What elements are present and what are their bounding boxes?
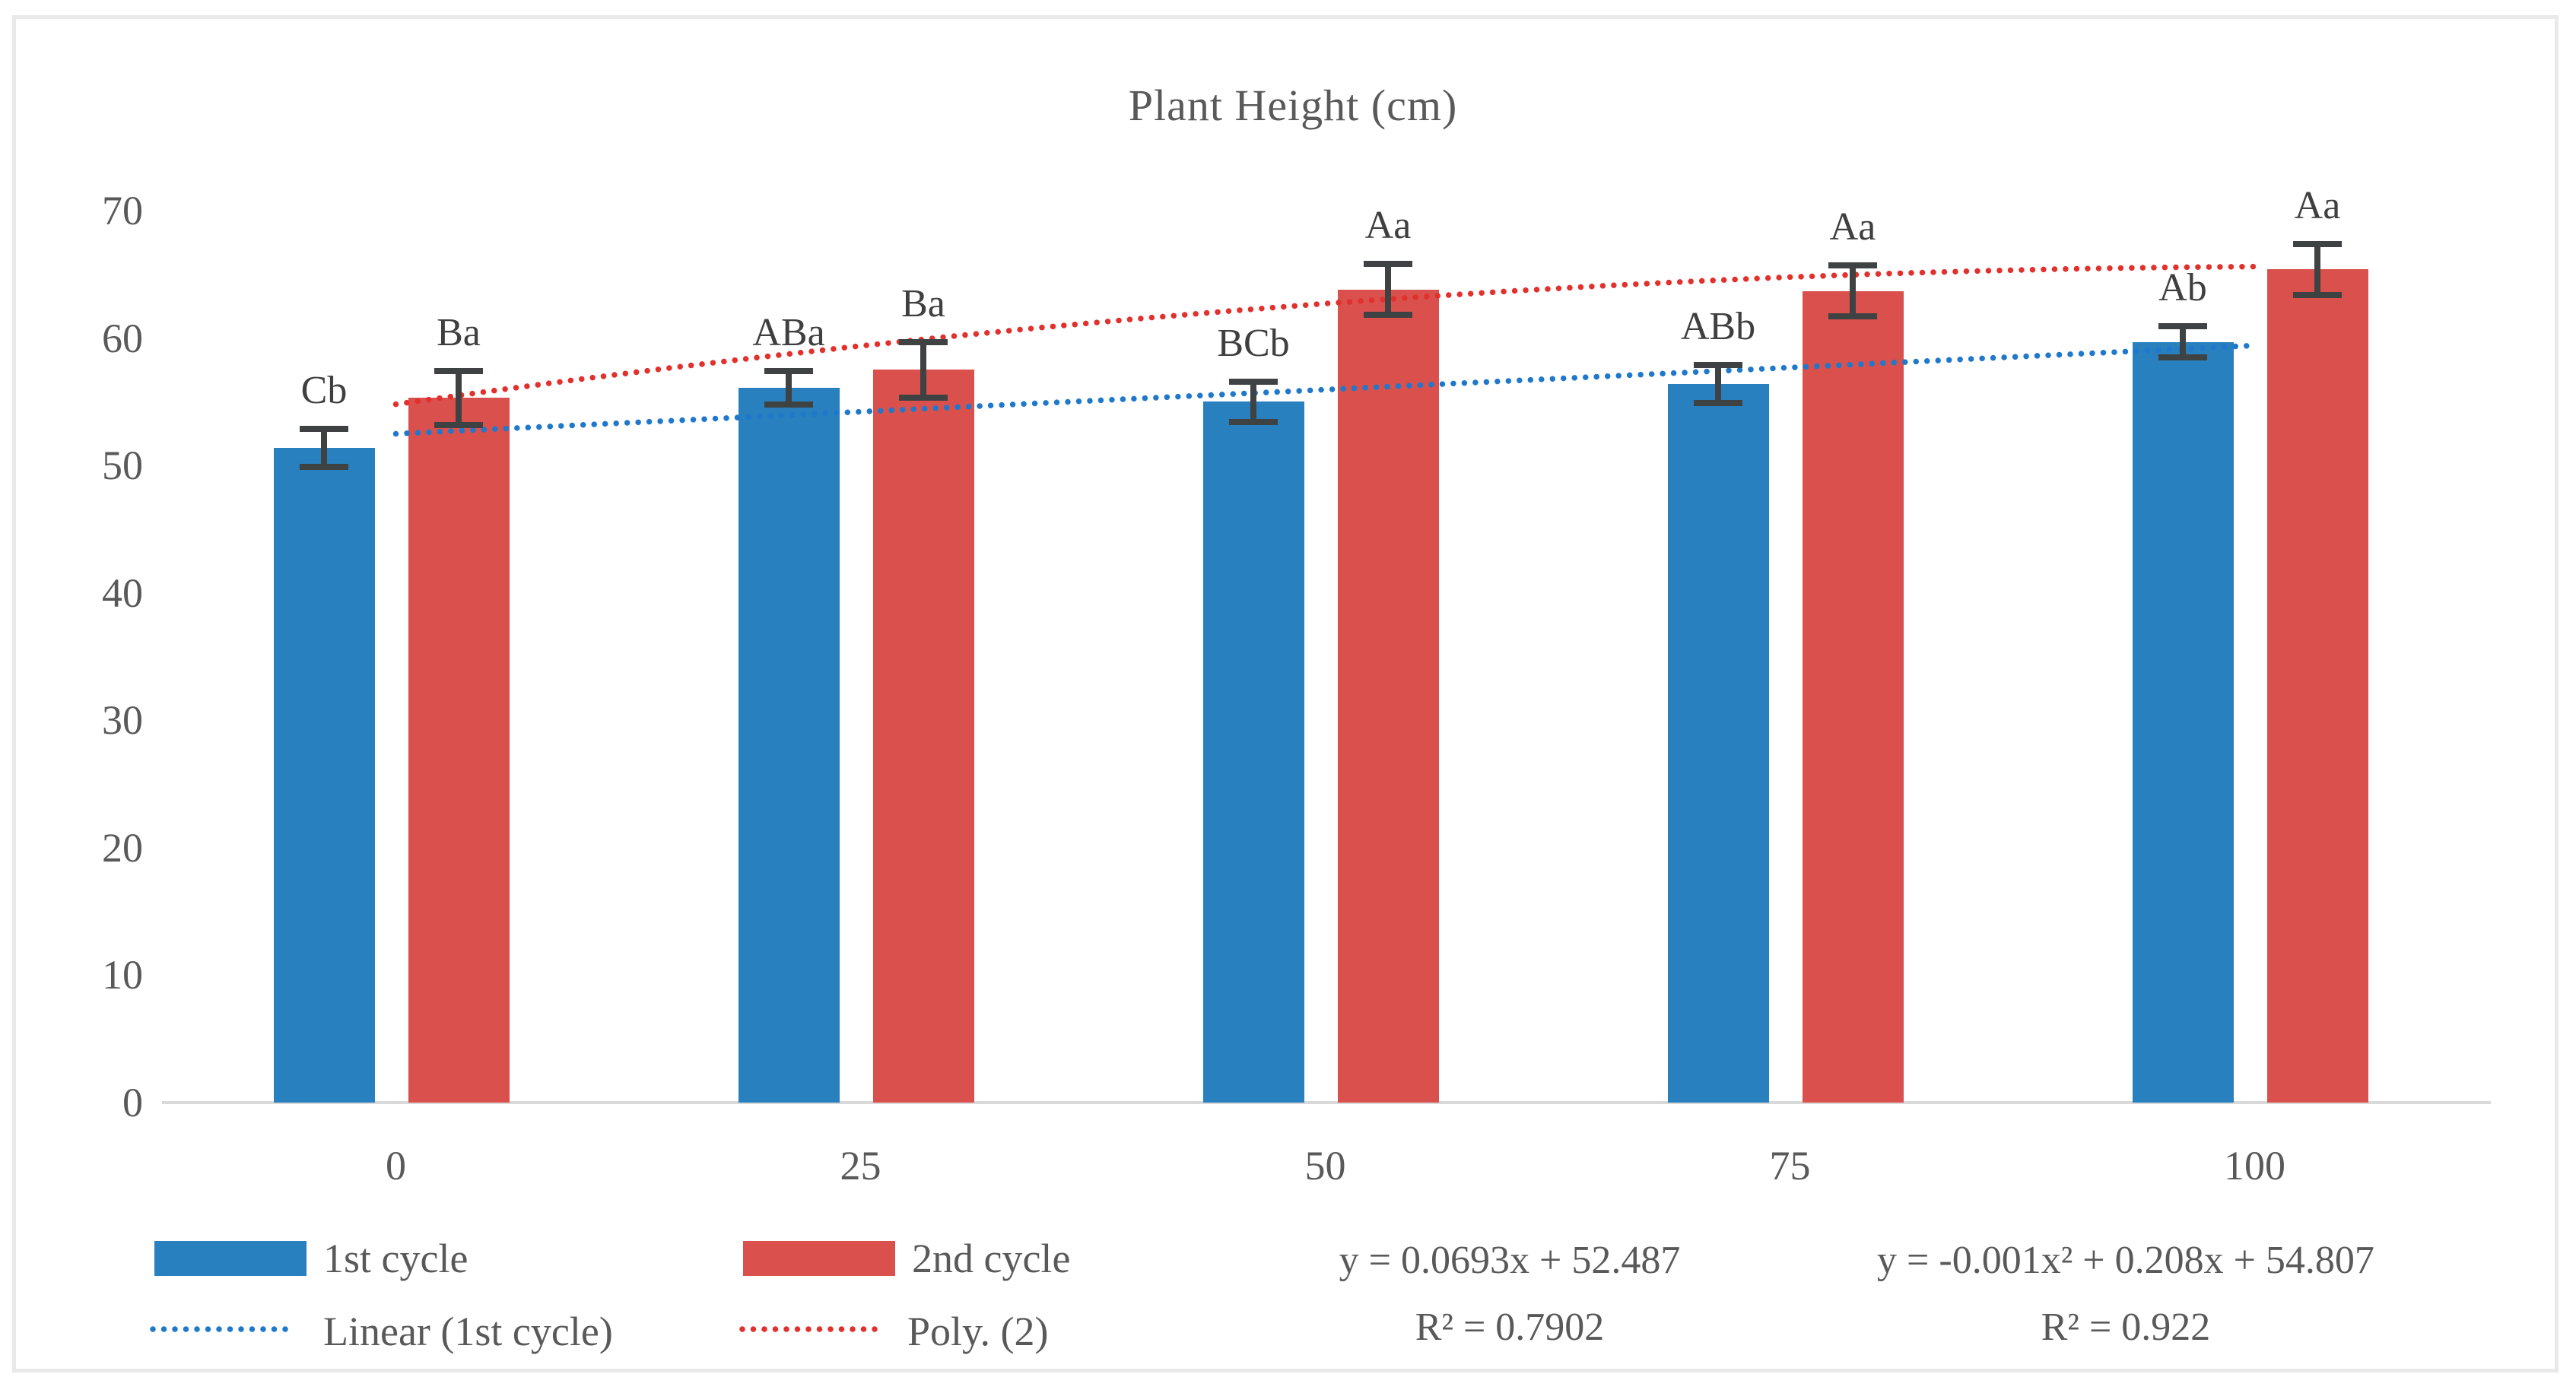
significance-label: Aa <box>1829 205 1876 249</box>
y-tick-label: 40 <box>102 570 143 616</box>
error-bar <box>456 371 462 425</box>
error-bar-cap-bottom <box>899 395 948 401</box>
error-bar-cap-top <box>899 338 948 345</box>
error-bar <box>786 371 792 405</box>
error-bar <box>1850 265 1856 317</box>
bar-1st-cycle-x0 <box>273 447 375 1103</box>
y-tick-label: 20 <box>102 824 143 871</box>
error-bar-cap-bottom <box>2158 354 2207 360</box>
poly-equation: y = -0.001x² + 0.208x + 54.807 <box>1877 1239 2374 1282</box>
error-bar-cap-bottom <box>300 463 348 470</box>
significance-label: BCb <box>1217 321 1290 365</box>
linear-equation: y = 0.0693x + 52.487 <box>1339 1239 1681 1282</box>
error-bar-cap-top <box>764 368 813 375</box>
legend-label-linear: Linear (1st cycle) <box>323 1309 613 1354</box>
y-tick-label: 10 <box>102 952 143 998</box>
error-bar-cap-top <box>434 368 483 375</box>
error-bar-cap-bottom <box>1229 419 1278 426</box>
legend-line-poly <box>739 1326 885 1332</box>
significance-label: ABb <box>1680 304 1756 348</box>
error-bar-cap-top <box>300 425 348 432</box>
error-bar-cap-bottom <box>434 421 483 428</box>
poly-r-squared: R² = 0.922 <box>2041 1306 2211 1349</box>
legend-swatch-1st-cycle <box>154 1241 307 1276</box>
error-bar-cap-bottom <box>1364 312 1412 319</box>
error-bar <box>1715 364 1721 404</box>
error-bar <box>2314 243 2320 295</box>
legend-label-2nd-cycle: 2nd cycle <box>912 1236 1071 1281</box>
y-tick-label: 0 <box>122 1080 143 1125</box>
y-tick-label: 50 <box>102 443 143 489</box>
error-bar-cap-top <box>2158 323 2207 330</box>
error-bar-cap-top <box>1364 261 1412 268</box>
bar-2nd-cycle-x75 <box>1802 290 1904 1103</box>
x-tick-label: 50 <box>1304 1143 1346 1188</box>
bar-1st-cycle-x100 <box>2132 341 2234 1103</box>
significance-label: Ba <box>437 311 481 355</box>
error-bar-cap-bottom <box>1694 400 1742 407</box>
error-bar-cap-bottom <box>1828 313 1877 320</box>
y-tick-label: 60 <box>102 315 143 361</box>
legend-swatch-2nd-cycle <box>743 1241 895 1276</box>
bar-1st-cycle-x25 <box>738 387 840 1103</box>
bar-2nd-cycle-x100 <box>2266 269 2368 1103</box>
error-bar-cap-top <box>1694 361 1742 368</box>
y-tick-label: 30 <box>102 697 143 744</box>
error-bar-cap-top <box>2293 240 2342 247</box>
x-tick-label: 100 <box>2224 1143 2285 1188</box>
bar-2nd-cycle-x50 <box>1337 289 1439 1103</box>
x-tick-label: 25 <box>840 1143 881 1188</box>
error-bar <box>2180 326 2186 357</box>
legend-line-linear <box>150 1326 295 1332</box>
bar-1st-cycle-x75 <box>1667 383 1769 1103</box>
significance-label: Aa <box>1364 204 1412 248</box>
significance-label: Cb <box>300 368 348 412</box>
significance-label: Ba <box>901 281 945 325</box>
error-bar <box>920 341 926 398</box>
error-bar-cap-bottom <box>2293 291 2342 298</box>
legend-label-1st-cycle: 1st cycle <box>323 1236 469 1281</box>
error-bar <box>1385 264 1391 316</box>
significance-label: Aa <box>2294 183 2341 227</box>
error-bar <box>321 428 327 467</box>
y-tick-label: 70 <box>102 188 143 233</box>
x-tick-label: 0 <box>386 1143 406 1188</box>
poly-trendline-2nd-cycle <box>392 263 2258 408</box>
significance-label: ABa <box>752 311 825 355</box>
linear-r-squared: R² = 0.7902 <box>1415 1306 1605 1349</box>
legend-label-poly: Poly. (2) <box>907 1309 1049 1354</box>
linear-trendline-1st-cycle <box>392 342 2258 437</box>
error-bar <box>1250 381 1256 423</box>
error-bar-cap-top <box>1828 262 1877 269</box>
significance-label: Ab <box>2158 266 2207 310</box>
chart-title: Plant Height (cm) <box>1128 81 1458 130</box>
bar-2nd-cycle-x25 <box>872 370 974 1103</box>
x-axis-line <box>162 1101 2491 1104</box>
bar-1st-cycle-x50 <box>1202 401 1304 1103</box>
error-bar-cap-bottom <box>764 401 813 408</box>
error-bar-cap-top <box>1229 378 1278 385</box>
bar-2nd-cycle-x0 <box>408 398 510 1103</box>
x-tick-label: 75 <box>1769 1143 1811 1188</box>
